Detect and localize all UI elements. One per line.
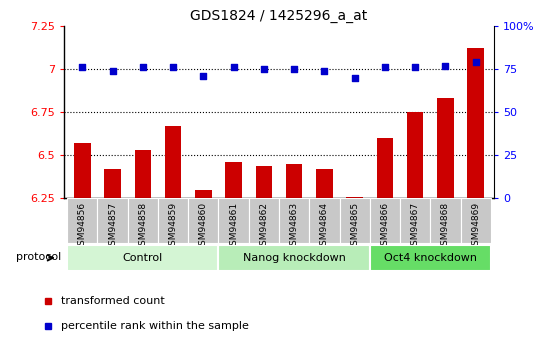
Point [199,73,208,79]
Point [169,65,177,70]
Text: GSM94864: GSM94864 [320,201,329,250]
Text: GSM94867: GSM94867 [411,201,420,250]
Bar [430,198,460,243]
Bar [165,126,181,198]
Bar [316,169,333,198]
Text: Nanog knockdown: Nanog knockdown [243,253,345,263]
Text: GSM94858: GSM94858 [138,201,147,250]
Text: GSM94869: GSM94869 [471,201,480,250]
Text: GSM94866: GSM94866 [381,201,389,250]
Text: GSM94861: GSM94861 [229,201,238,250]
Text: transformed count: transformed count [61,296,164,306]
Bar [400,198,430,243]
Bar [370,198,400,243]
Point [78,65,87,70]
Text: percentile rank within the sample: percentile rank within the sample [61,321,248,331]
Bar [67,245,219,271]
Text: GSM94857: GSM94857 [108,201,117,250]
Bar [460,198,491,243]
Text: GSM94865: GSM94865 [350,201,359,250]
Bar [437,98,454,198]
Point [411,65,420,70]
Point [350,75,359,80]
Point [290,66,299,72]
Bar [128,198,158,243]
Text: GSM94868: GSM94868 [441,201,450,250]
Point [471,59,480,65]
Point [108,68,117,73]
Bar [188,198,219,243]
Bar [104,169,121,198]
Text: protocol: protocol [16,252,61,262]
Point [320,68,329,73]
Text: GSM94859: GSM94859 [169,201,177,250]
Bar [219,198,249,243]
Bar [279,198,309,243]
Text: Oct4 knockdown: Oct4 knockdown [384,253,477,263]
Bar [309,198,339,243]
Bar [67,198,98,243]
Bar [256,166,272,198]
Bar [377,138,393,198]
Bar [134,150,151,198]
Point [138,65,147,70]
Text: GSM94860: GSM94860 [199,201,208,250]
Bar [468,48,484,198]
Bar [370,245,491,271]
Bar [219,245,370,271]
Point [441,63,450,68]
Text: Control: Control [123,253,163,263]
Bar [407,112,424,198]
Title: GDS1824 / 1425296_a_at: GDS1824 / 1425296_a_at [190,9,368,23]
Point [229,65,238,70]
Bar [195,190,211,198]
Bar [158,198,188,243]
Bar [286,164,302,198]
Point [259,66,268,72]
Bar [339,198,370,243]
Text: GSM94856: GSM94856 [78,201,87,250]
Bar [98,198,128,243]
Point [381,65,389,70]
Bar [225,162,242,198]
Bar [249,198,279,243]
Text: GSM94863: GSM94863 [290,201,299,250]
Text: GSM94862: GSM94862 [259,201,268,250]
Bar [347,197,363,198]
Bar [74,143,90,198]
